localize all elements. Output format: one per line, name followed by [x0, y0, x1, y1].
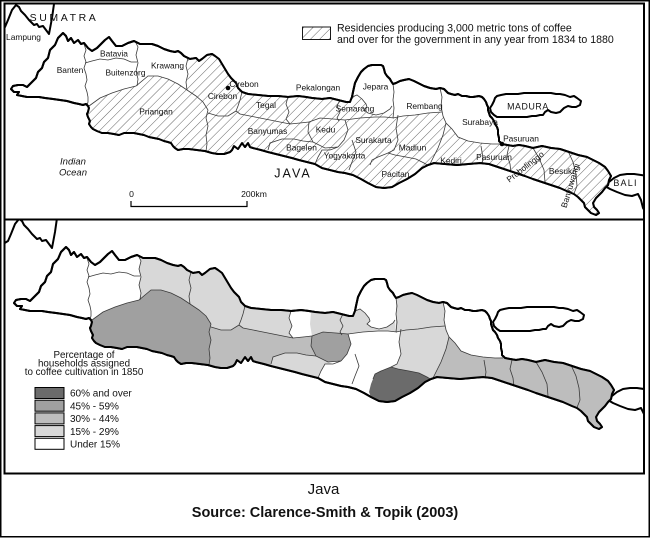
svg-text:Kedu: Kedu: [316, 125, 336, 135]
svg-text:Indian: Indian: [60, 157, 86, 168]
svg-text:Bagelen: Bagelen: [286, 143, 317, 153]
svg-text:Besuki: Besuki: [549, 166, 574, 176]
svg-text:Kediri: Kediri: [440, 156, 462, 166]
svg-text:Java: Java: [308, 481, 340, 498]
svg-text:Tegal: Tegal: [256, 100, 276, 110]
svg-text:Buitenzorg: Buitenzorg: [105, 68, 145, 78]
svg-text:Batavia: Batavia: [100, 49, 128, 59]
svg-text:households assigned: households assigned: [38, 359, 130, 370]
svg-text:Ocean: Ocean: [59, 168, 87, 179]
svg-text:Surabaya: Surabaya: [462, 117, 498, 127]
svg-text:Percentage of: Percentage of: [53, 350, 114, 361]
svg-text:15% - 29%: 15% - 29%: [70, 427, 119, 438]
svg-text:Pekalongan: Pekalongan: [296, 83, 341, 93]
svg-text:Banyumas: Banyumas: [248, 126, 288, 136]
svg-text:MADURA: MADURA: [507, 102, 549, 112]
svg-text:Jepara: Jepara: [363, 82, 389, 92]
svg-text:Yogyakarta: Yogyakarta: [324, 151, 366, 161]
svg-text:Lampung: Lampung: [6, 32, 41, 42]
svg-text:Semarang: Semarang: [336, 104, 375, 114]
svg-text:Priangan: Priangan: [139, 107, 173, 117]
svg-text:SUMATRA: SUMATRA: [30, 12, 99, 24]
svg-text:Krawang: Krawang: [151, 61, 184, 71]
svg-text:JAVA: JAVA: [274, 167, 311, 181]
svg-text:Residencies producing 3,000 me: Residencies producing 3,000 metric tons …: [337, 23, 572, 35]
svg-text:to coffee cultivation in 1850: to coffee cultivation in 1850: [25, 367, 144, 378]
svg-text:BALI: BALI: [613, 178, 637, 188]
svg-text:60% and over: 60% and over: [70, 389, 132, 400]
svg-text:Madiun: Madiun: [399, 143, 427, 153]
svg-text:Pasuruan: Pasuruan: [503, 134, 539, 144]
svg-text:Under 15%: Under 15%: [70, 440, 120, 451]
svg-text:Surakarta: Surakarta: [355, 135, 392, 145]
svg-text:Banten: Banten: [57, 65, 84, 75]
svg-text:and over for the government in: and over for the government in any year …: [337, 34, 614, 46]
svg-text:30% - 44%: 30% - 44%: [70, 414, 119, 425]
svg-text:45% - 59%: 45% - 59%: [70, 401, 119, 412]
svg-text:Cirebon: Cirebon: [229, 79, 259, 89]
svg-text:Source: Clarence-Smith & Topik: Source: Clarence-Smith & Topik (2003): [192, 505, 459, 521]
svg-text:0: 0: [129, 189, 134, 199]
svg-text:Cirebon: Cirebon: [208, 91, 238, 101]
svg-text:Pacitan: Pacitan: [382, 169, 410, 179]
svg-text:200km: 200km: [241, 189, 267, 199]
svg-text:Pasuruan: Pasuruan: [476, 152, 512, 162]
svg-text:Rembang: Rembang: [406, 101, 443, 111]
